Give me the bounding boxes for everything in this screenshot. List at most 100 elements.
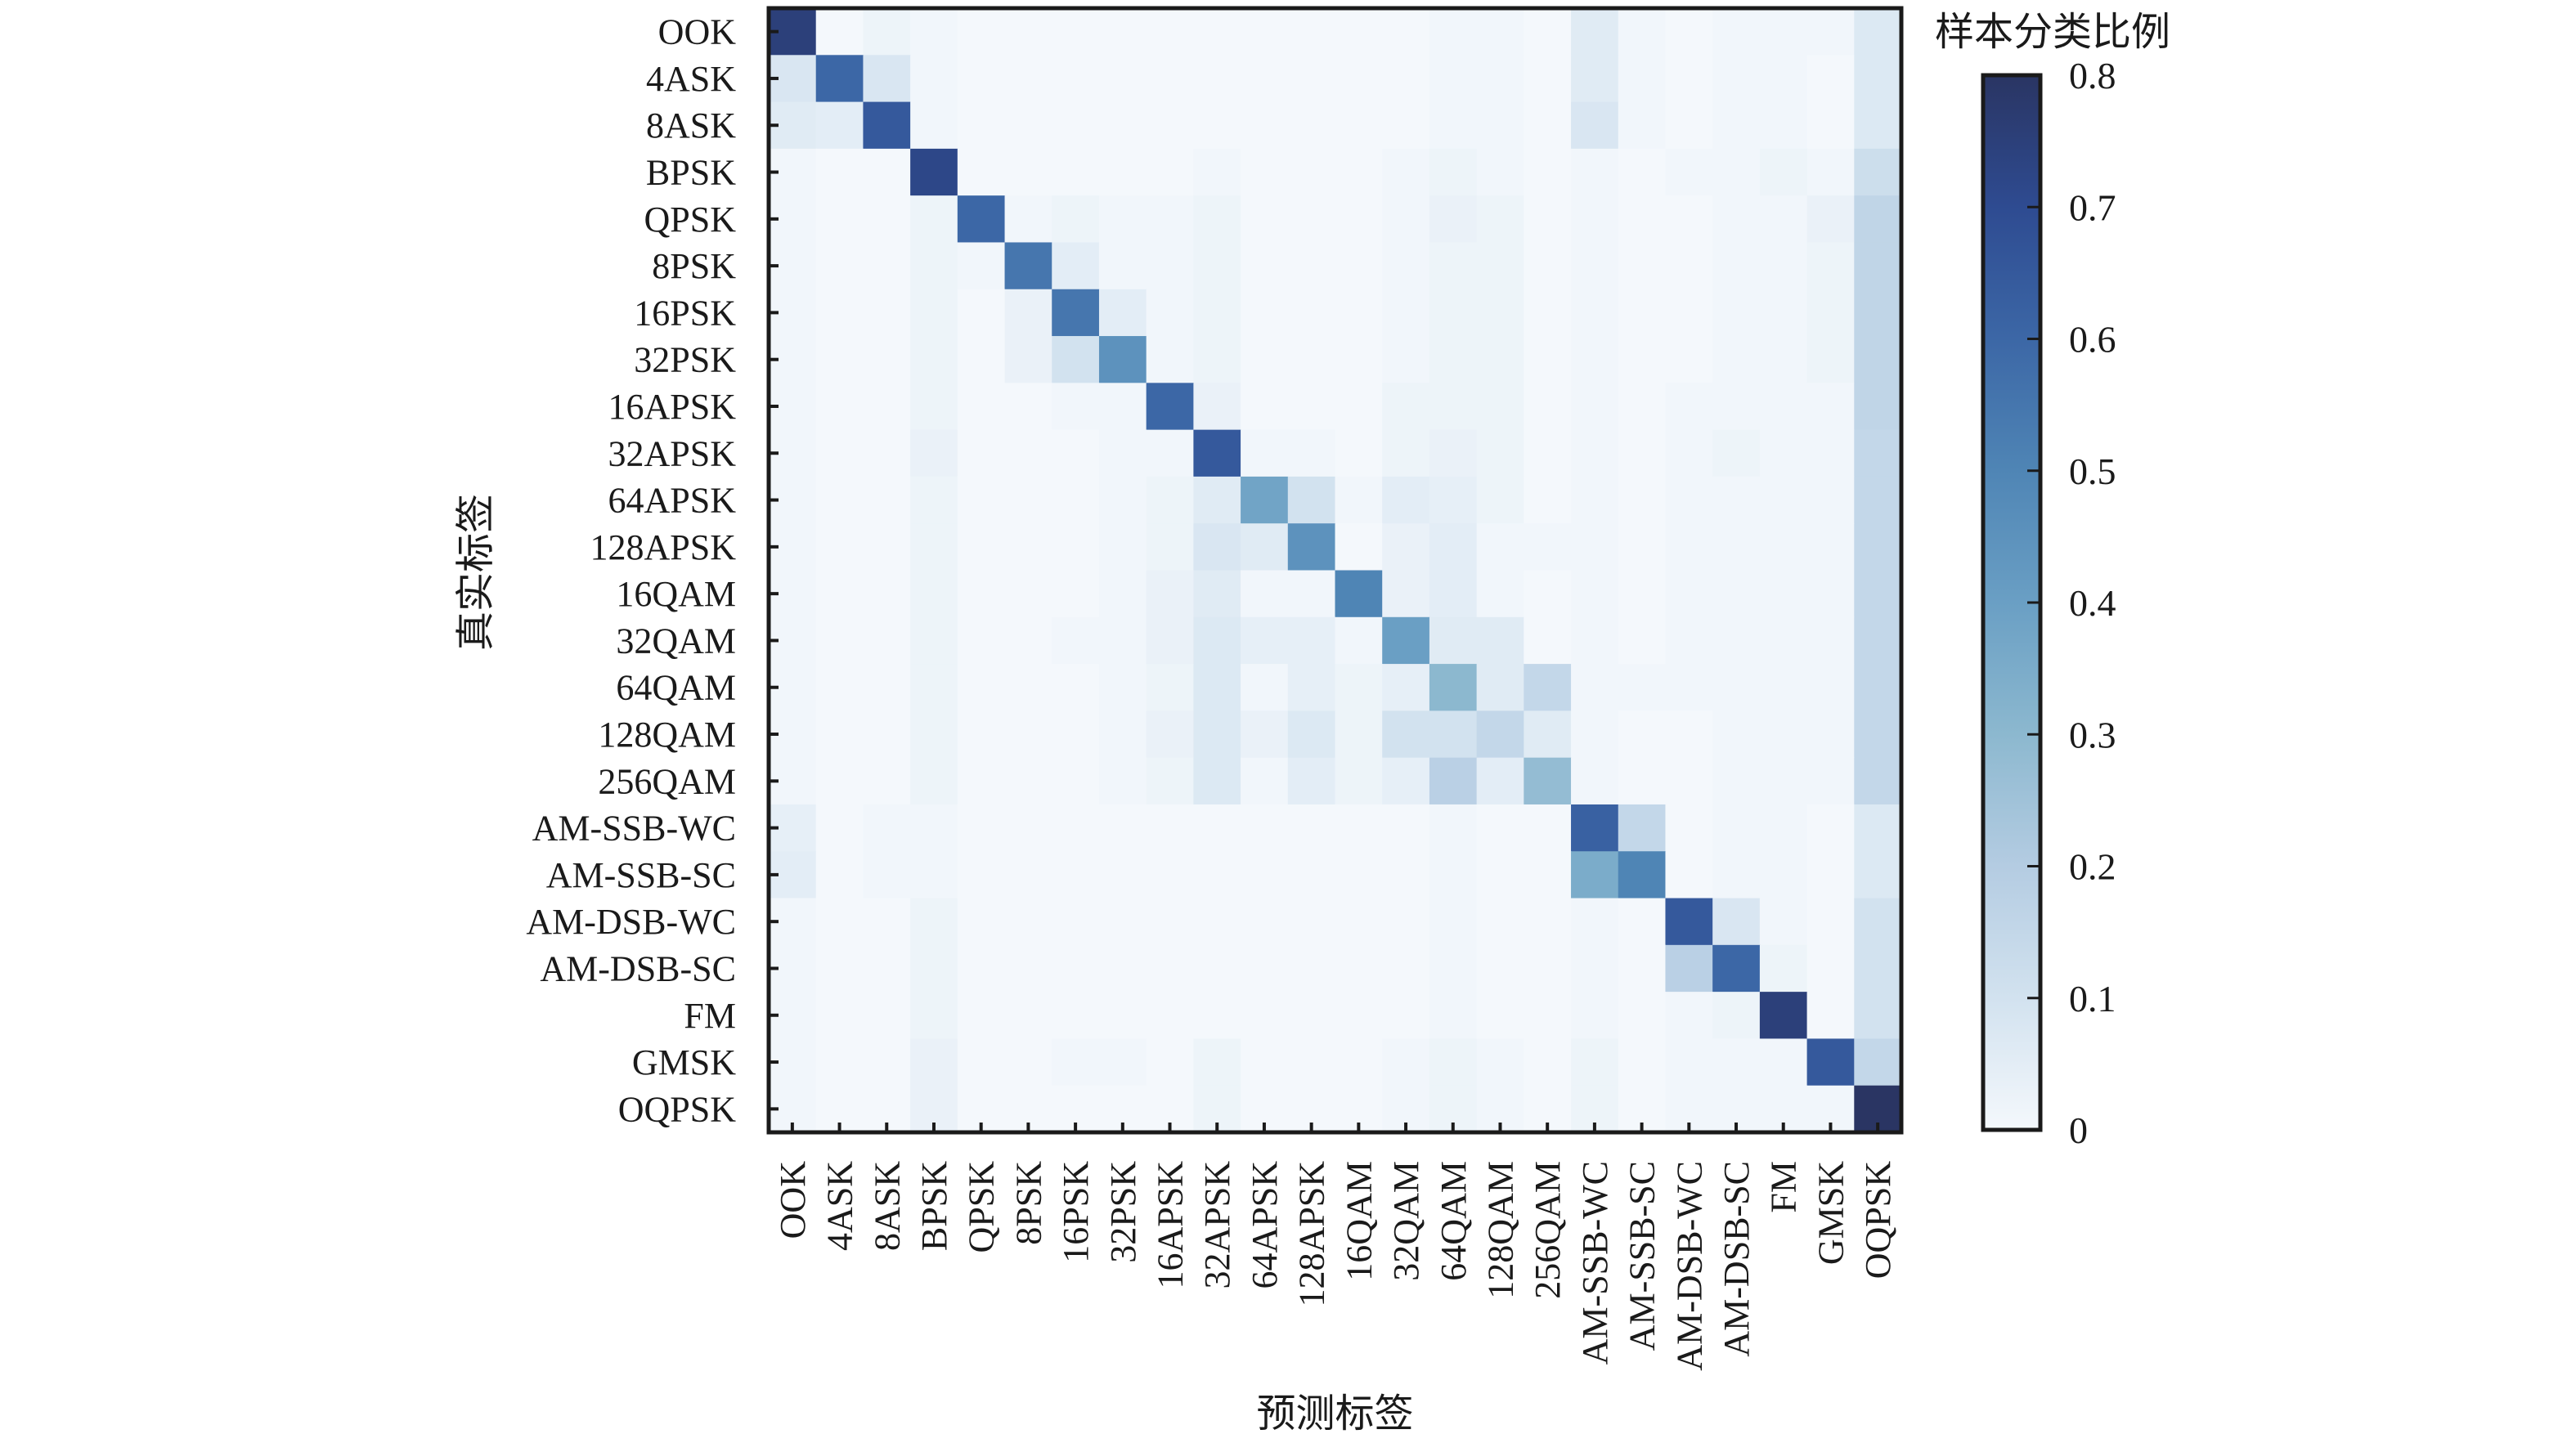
- heatmap-cell: [815, 289, 864, 337]
- heatmap-cell: [1146, 242, 1194, 290]
- heatmap-cell: [910, 476, 958, 524]
- colorbar-tick-label: 0.8: [2069, 55, 2116, 96]
- heatmap-cell: [1618, 55, 1667, 103]
- heatmap-cell: [1524, 710, 1572, 759]
- heatmap-cell: [1287, 757, 1336, 805]
- heatmap-cell: [1193, 429, 1241, 477]
- heatmap-cell: [1665, 242, 1713, 290]
- heatmap-cell: [1524, 476, 1572, 524]
- heatmap-cell: [1052, 710, 1100, 759]
- heatmap-cell: [1571, 195, 1619, 244]
- heatmap-cell: [1759, 195, 1808, 244]
- heatmap-cell: [1429, 55, 1478, 103]
- heatmap-cell: [1052, 195, 1100, 244]
- heatmap-cell: [1287, 710, 1336, 759]
- heatmap-cell: [1712, 616, 1761, 665]
- heatmap-cell: [1241, 757, 1289, 805]
- heatmap-cell: [1665, 101, 1713, 150]
- heatmap-cell: [1476, 664, 1524, 711]
- heatmap-cell: [1382, 757, 1430, 805]
- y-tick-label: 16QAM: [616, 574, 736, 614]
- heatmap-cell: [1618, 289, 1667, 337]
- heatmap-cell: [1429, 8, 1478, 56]
- y-tick-label: AM-DSB-SC: [540, 948, 736, 988]
- plot-frame: [766, 6, 1904, 1135]
- heatmap-cell: [1571, 242, 1619, 290]
- heatmap-cell: [957, 523, 1006, 571]
- heatmap-cell: [1052, 476, 1100, 524]
- heatmap-cell: [910, 101, 958, 150]
- x-tick-label: AM-DSB-SC: [1717, 1161, 1757, 1357]
- heatmap-cell: [1618, 664, 1667, 711]
- heatmap-cell: [1098, 1038, 1147, 1087]
- heatmap-cell: [1854, 148, 1902, 196]
- heatmap-cell: [1806, 476, 1855, 524]
- heatmap-cell: [1476, 242, 1524, 290]
- heatmap-cell: [1052, 336, 1100, 383]
- heatmap-cell: [1429, 523, 1478, 571]
- colorbar-tick-label: 0.2: [2069, 846, 2116, 888]
- heatmap-cell: [1335, 992, 1383, 1040]
- heatmap-cell: [1287, 476, 1336, 524]
- heatmap-cell: [1806, 8, 1855, 56]
- heatmap-cell: [1571, 757, 1619, 805]
- heatmap-cell: [815, 1038, 864, 1087]
- heatmap-cell: [1476, 55, 1524, 103]
- heatmap-cell: [1665, 1038, 1713, 1087]
- heatmap-cell: [1287, 1038, 1336, 1087]
- heatmap-cell: [1241, 898, 1289, 946]
- heatmap-cell: [957, 851, 1006, 899]
- heatmap-cell: [1241, 710, 1289, 759]
- heatmap-cell: [910, 944, 958, 993]
- heatmap-cell: [1241, 944, 1289, 993]
- heatmap-cell: [1524, 804, 1572, 852]
- heatmap-cell: [1335, 944, 1383, 993]
- heatmap-cell: [1052, 55, 1100, 103]
- heatmap-cell: [1193, 898, 1241, 946]
- heatmap-cell: [1287, 8, 1336, 56]
- heatmap-cell: [1287, 336, 1336, 383]
- heatmap-cell: [1146, 289, 1194, 337]
- heatmap-cell: [1571, 1038, 1619, 1087]
- heatmap-cell: [1335, 710, 1383, 759]
- heatmap-cell: [1665, 8, 1713, 56]
- heatmap-cell: [1524, 898, 1572, 946]
- heatmap-cell: [1806, 898, 1855, 946]
- heatmap-cell: [1335, 570, 1383, 618]
- heatmap-cell: [1287, 898, 1336, 946]
- heatmap-cell: [1524, 336, 1572, 383]
- y-tick-label: 32QAM: [616, 621, 736, 661]
- heatmap-cell: [1287, 55, 1336, 103]
- heatmap-cell: [1146, 476, 1194, 524]
- heatmap-cell: [1618, 1038, 1667, 1087]
- heatmap-cell: [1429, 616, 1478, 665]
- heatmap-cell: [1241, 664, 1289, 711]
- heatmap-cells: [769, 8, 1902, 1133]
- x-axis-ticks: [790, 1123, 1880, 1132]
- colorbar-tick-label: 0.7: [2069, 186, 2116, 228]
- heatmap-cell: [1098, 757, 1147, 805]
- heatmap-cell: [910, 8, 958, 56]
- heatmap-cell: [1712, 476, 1761, 524]
- x-axis-tick-labels: OOK 4ASK 8ASK BPSK QPSK 8PSK 16PSK 32PSK 16APSK 3…: [773, 1161, 1898, 1371]
- x-tick-label: GMSK: [1811, 1161, 1851, 1265]
- x-tick-label: 64APSK: [1245, 1161, 1285, 1289]
- heatmap-cell: [1004, 383, 1052, 431]
- x-tick-label: 32PSK: [1103, 1161, 1143, 1263]
- heatmap-cell: [1429, 851, 1478, 899]
- heatmap-cell: [1665, 664, 1713, 711]
- heatmap-cell: [1854, 664, 1902, 711]
- heatmap-cell: [1287, 195, 1336, 244]
- heatmap-cell: [1193, 195, 1241, 244]
- heatmap-cell: [1241, 336, 1289, 383]
- heatmap-cell: [1712, 289, 1761, 337]
- heatmap-cell: [1146, 523, 1194, 571]
- heatmap-cell: [1052, 383, 1100, 431]
- y-tick-label: AM-SSB-WC: [532, 809, 736, 849]
- heatmap-cell: [1712, 992, 1761, 1040]
- heatmap-cell: [1146, 664, 1194, 711]
- heatmap-cell: [1146, 570, 1194, 618]
- heatmap-cell: [1146, 616, 1194, 665]
- heatmap-cell: [1382, 944, 1430, 993]
- heatmap-cell: [1052, 944, 1100, 993]
